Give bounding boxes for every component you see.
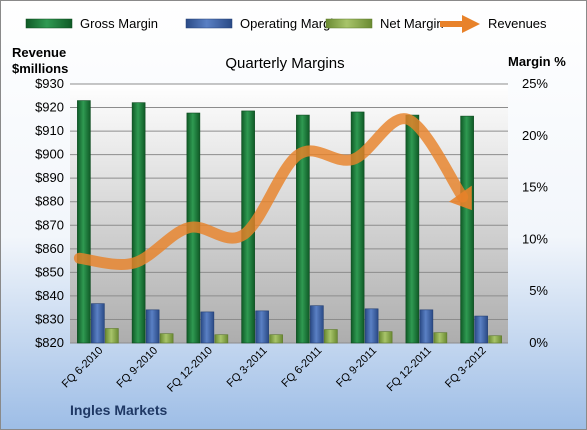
bar-net-margin bbox=[159, 333, 174, 344]
footer-company-name: Ingles Markets bbox=[70, 402, 167, 418]
legend-label-gross-margin: Gross Margin bbox=[80, 16, 158, 31]
left-axis-tick-label: $870 bbox=[35, 217, 64, 232]
bar-operating-margin bbox=[364, 308, 379, 344]
left-axis-tick-label: $850 bbox=[35, 264, 64, 279]
bar-net-margin bbox=[324, 329, 338, 344]
bar-operating-margin bbox=[200, 311, 215, 344]
left-axis-tick-label: $830 bbox=[35, 311, 64, 326]
left-axis-tick-label: $900 bbox=[35, 147, 64, 162]
right-axis: 0% 5% 10% 15% 20% 25% bbox=[522, 76, 548, 350]
bar-net-margin bbox=[433, 332, 448, 344]
bar-operating-margin bbox=[91, 303, 105, 344]
bar-operating-margin bbox=[474, 315, 488, 344]
left-axis-tick-label: $910 bbox=[35, 123, 64, 138]
revenues-line bbox=[73, 113, 469, 270]
bar-net-margin bbox=[214, 334, 229, 344]
left-axis-tick-label: $890 bbox=[35, 170, 64, 185]
bar-gross-margin bbox=[296, 114, 310, 344]
revenues-arrowhead bbox=[448, 185, 472, 211]
legend-swatch-net-margin bbox=[325, 18, 373, 29]
left-axis-tick-label: $880 bbox=[35, 194, 64, 209]
left-axis-tick-label: $860 bbox=[35, 241, 64, 256]
right-axis-tick-label: 5% bbox=[529, 283, 548, 298]
chart-title: Quarterly Margins bbox=[225, 55, 344, 72]
bars bbox=[77, 100, 502, 344]
bar-net-margin bbox=[269, 334, 283, 344]
legend-swatch-revenues bbox=[440, 15, 480, 33]
right-axis-label: Margin % bbox=[508, 54, 566, 69]
left-axis-label-line1: Revenue bbox=[12, 45, 66, 60]
bar-operating-margin bbox=[255, 310, 269, 344]
bar-operating-margin bbox=[310, 305, 324, 344]
left-axis-tick-label: $820 bbox=[35, 335, 64, 350]
left-axis-tick-label: $840 bbox=[35, 288, 64, 303]
legend-label-revenues: Revenues bbox=[488, 16, 547, 31]
right-axis-tick-label: 0% bbox=[529, 335, 548, 350]
left-axis-tick-label: $920 bbox=[35, 100, 64, 115]
bar-net-margin bbox=[378, 331, 393, 344]
bar-gross-margin bbox=[405, 114, 420, 344]
bar-gross-margin bbox=[460, 115, 474, 344]
legend: Gross Margin Operating Margin Net Margin… bbox=[25, 15, 547, 33]
right-axis-tick-label: 10% bbox=[522, 231, 548, 246]
legend-swatch-operating-margin bbox=[185, 18, 233, 29]
legend-swatch-gross-margin bbox=[25, 18, 73, 29]
bar-operating-margin bbox=[145, 309, 160, 344]
legend-label-net-margin: Net Margin bbox=[380, 16, 444, 31]
revenue-layer bbox=[73, 113, 472, 270]
bar-net-margin bbox=[105, 328, 119, 344]
left-axis-tick-label: $930 bbox=[35, 76, 64, 91]
legend-label-operating-margin: Operating Margin bbox=[240, 16, 340, 31]
right-axis-tick-label: 20% bbox=[522, 128, 548, 143]
right-axis-tick-label: 15% bbox=[522, 180, 548, 195]
bar-net-margin bbox=[488, 335, 502, 344]
bar-operating-margin bbox=[419, 309, 434, 344]
bar-gross-margin bbox=[77, 100, 91, 344]
left-axis-label-line2: $millions bbox=[12, 61, 68, 76]
left-axis: $820 $830 $840 $850 $860 $870 $880 $890 $900 $910… bbox=[35, 76, 64, 350]
bar-gross-margin bbox=[350, 111, 365, 344]
bar-gross-margin bbox=[131, 102, 146, 344]
right-axis-tick-label: 25% bbox=[522, 76, 548, 91]
